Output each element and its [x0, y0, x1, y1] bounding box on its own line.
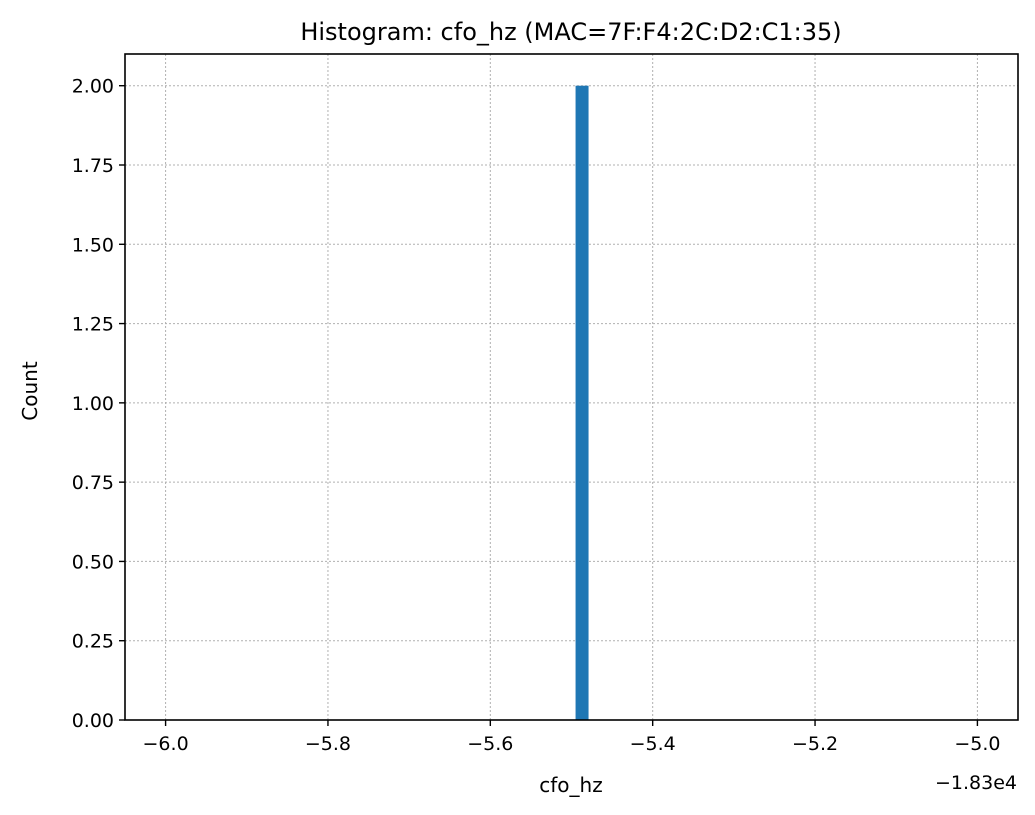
y-tick-label: 0.75	[72, 472, 114, 494]
x-tick-label: −5.8	[305, 733, 351, 755]
y-tick-label: 1.25	[72, 314, 114, 336]
y-tick-label: 0.25	[72, 631, 114, 653]
x-tick-label: −5.2	[792, 733, 838, 755]
y-axis-label: Count	[18, 361, 42, 421]
x-axis-ticks: −6.0 −5.8 −5.6 −5.4 −5.2 −5.0	[143, 720, 1000, 755]
x-axis-offset-label: −1.83e4	[935, 772, 1017, 794]
y-axis-ticks: 0.00 0.25 0.50 0.75 1.00 1.25 1.50 1.75 2.00	[72, 76, 125, 732]
x-tick-label: −5.4	[630, 733, 676, 755]
histogram-bar	[575, 85, 589, 720]
y-tick-label: 1.50	[72, 234, 114, 256]
x-tick-label: −5.6	[467, 733, 513, 755]
x-tick-label: −5.0	[954, 733, 1000, 755]
plot-area-frame	[124, 53, 1019, 721]
histogram-bars	[575, 85, 589, 720]
x-tick-label: −6.0	[143, 733, 189, 755]
grid-lines	[125, 54, 1018, 721]
y-tick-label: 1.75	[72, 155, 114, 177]
y-tick-label: 0.00	[72, 710, 114, 732]
chart-title: Histogram: cfo_hz (MAC=7F:F4:2C:D2:C1:35…	[300, 18, 841, 46]
x-axis-label: cfo_hz	[539, 773, 602, 797]
y-tick-label: 1.00	[72, 393, 114, 415]
y-tick-label: 0.50	[72, 551, 114, 573]
y-tick-label: 2.00	[72, 76, 114, 98]
